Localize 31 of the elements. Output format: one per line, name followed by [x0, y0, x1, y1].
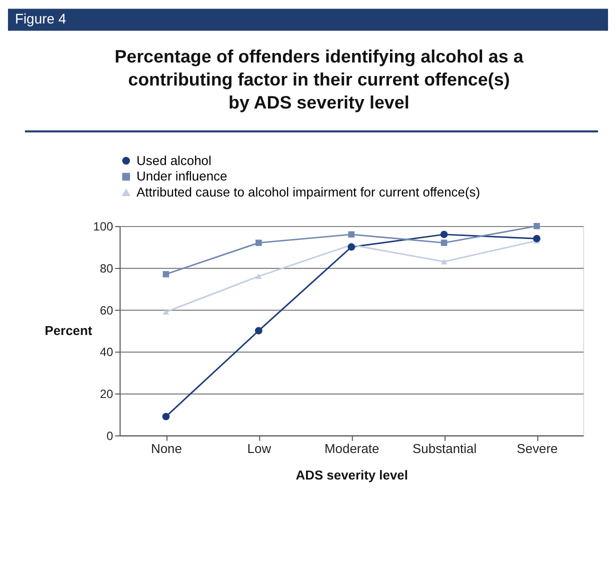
caption: Figure 4 — [14, 10, 66, 27]
point — [256, 240, 262, 246]
x-tick-label: Moderate — [324, 440, 380, 456]
point — [534, 222, 540, 230]
point — [254, 327, 262, 334]
legend-label: Attributed cause to alcohol impairment for current offence(s) — [136, 184, 480, 200]
point — [440, 230, 448, 238]
y-tick-label: 80 — [100, 261, 114, 276]
x-tick-label: Severe — [516, 440, 558, 456]
y-tick-label: 100 — [93, 220, 114, 234]
point — [533, 234, 540, 242]
x-axis-title: ADS severity level — [296, 468, 408, 483]
y-tick-label: 60 — [100, 303, 114, 318]
x-tick-label: Substantial — [412, 440, 477, 456]
point — [162, 309, 170, 315]
x-tick-label: Low — [247, 440, 272, 456]
legend-label: Under influence — [136, 168, 228, 184]
point — [162, 412, 170, 420]
point — [440, 258, 448, 264]
point — [256, 274, 262, 280]
y-tick-label: 20 — [100, 387, 114, 402]
y-tick-label: 0 — [106, 428, 114, 443]
x-tick-label: None — [150, 440, 182, 456]
chart-title: Percentage of offenders identifying alcohol as a contributing factor in their current offence(s) by ADS severity level — [114, 46, 524, 112]
legend-label: Used alcohol — [136, 152, 212, 168]
point — [162, 271, 170, 278]
point — [348, 243, 356, 251]
point — [440, 240, 448, 246]
y-axis-title: Percent — [44, 323, 93, 338]
point — [348, 231, 355, 238]
y-tick-label: 40 — [100, 345, 114, 360]
